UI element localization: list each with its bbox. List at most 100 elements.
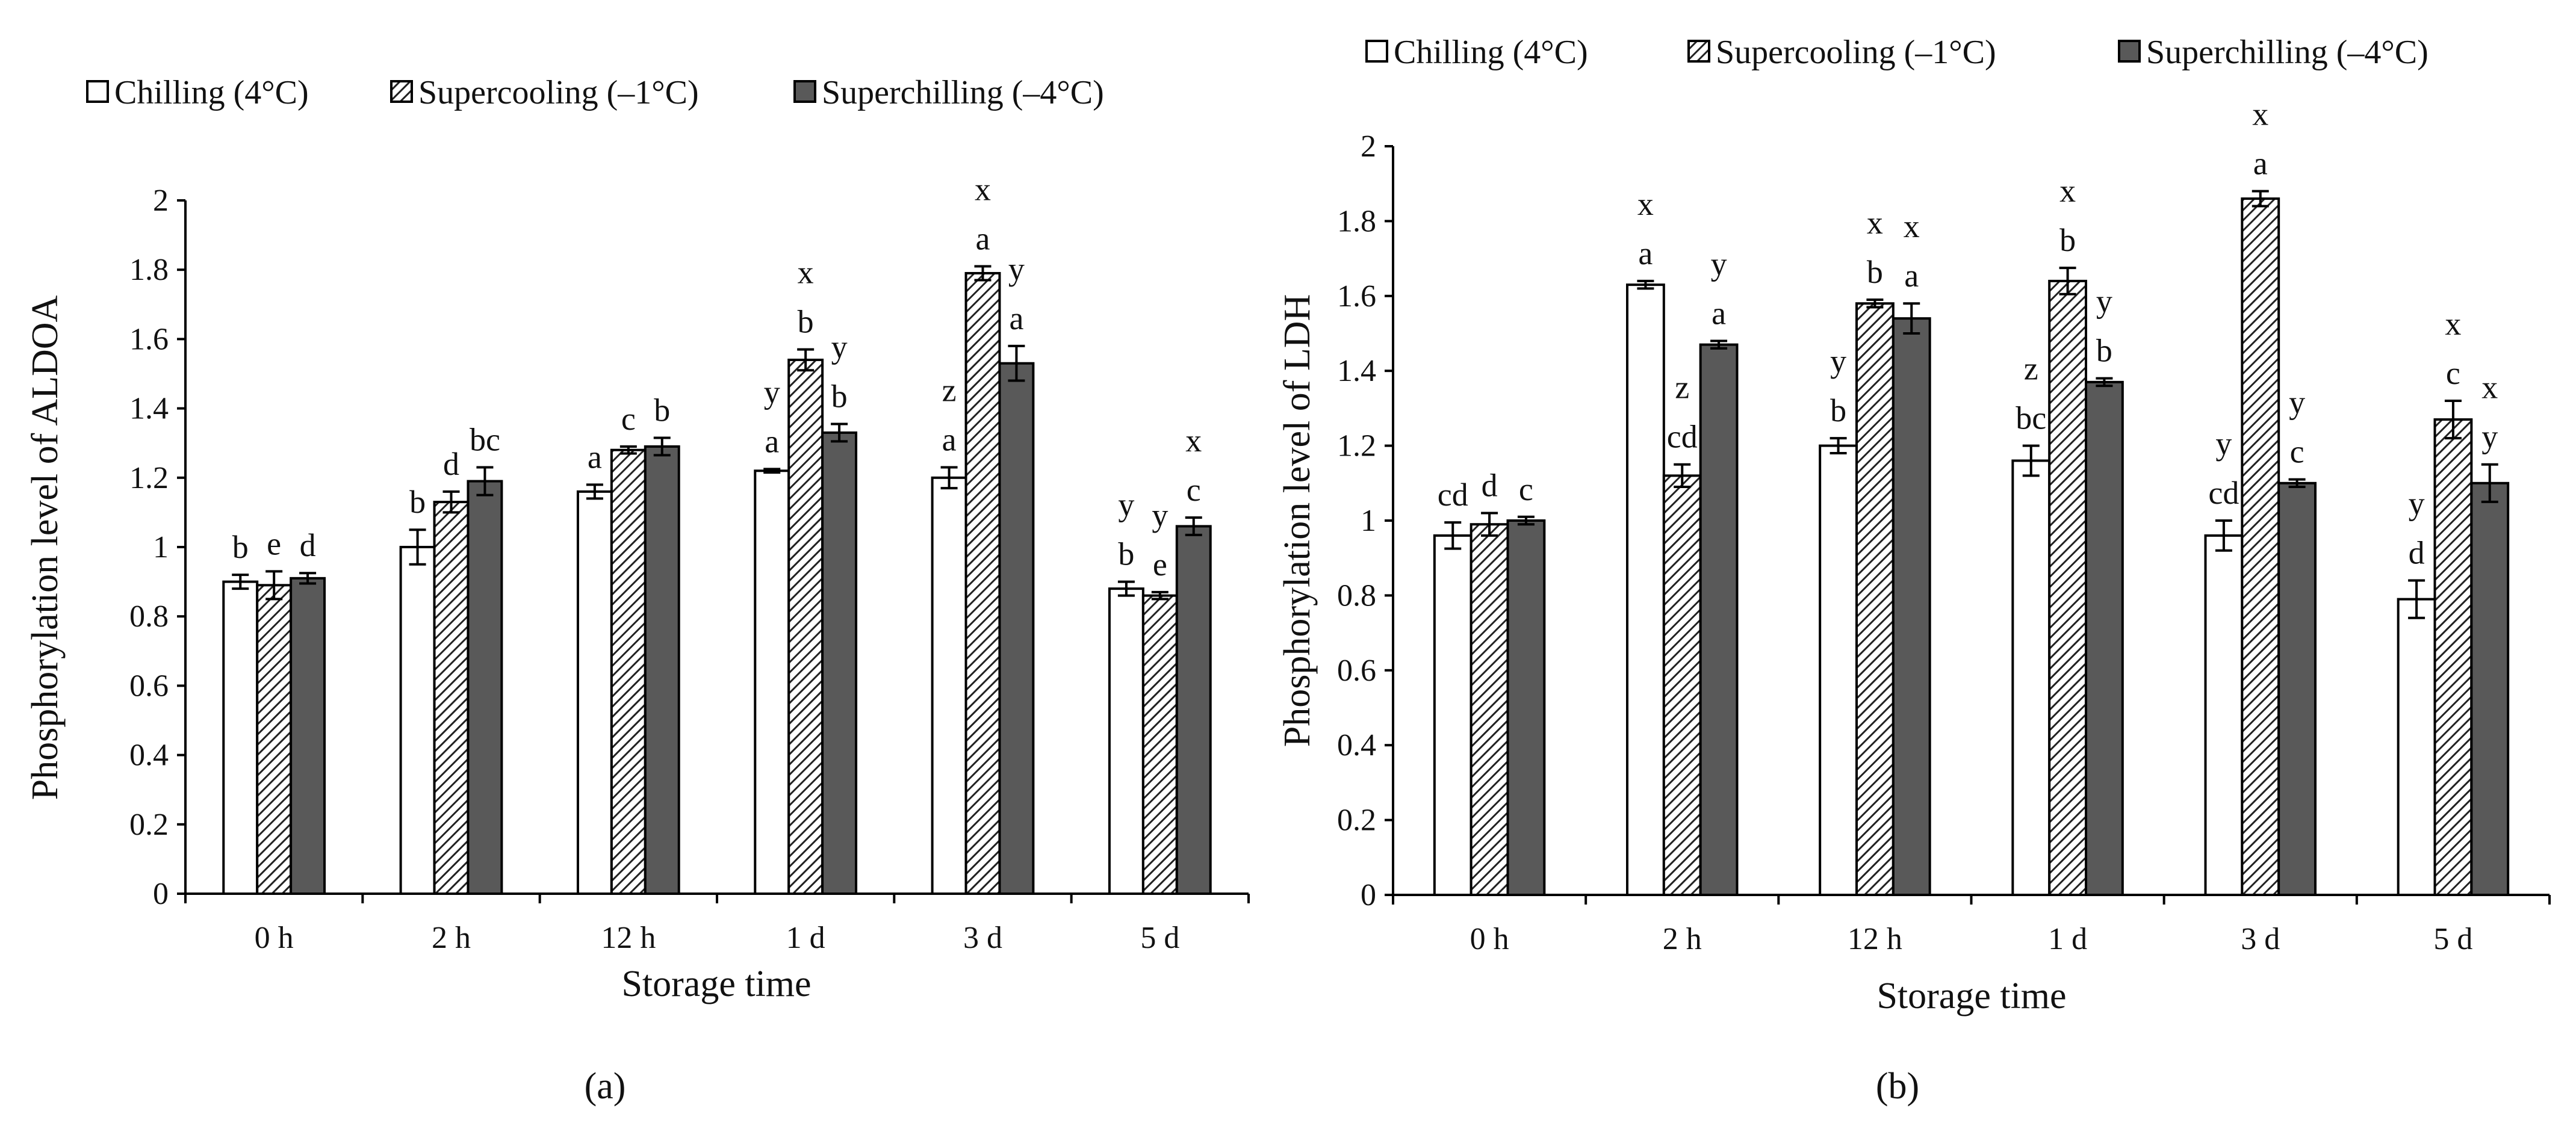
significance-label: b <box>1830 392 1846 428</box>
bar-superchilling <box>1506 519 1546 896</box>
bar-chilling <box>1626 283 1665 896</box>
significance-label: d <box>2409 535 2425 571</box>
significance-label: c <box>1519 471 1533 507</box>
significance-label: z <box>2024 351 2038 387</box>
bar-supercooling <box>433 501 470 895</box>
bar-supercooling <box>1470 523 1509 896</box>
bar-superchilling <box>821 431 858 895</box>
y-tick-label: 1.2 <box>129 461 169 495</box>
significance-label: a <box>1009 300 1023 336</box>
significance-label: y <box>2215 425 2232 462</box>
y-tick-label: 1.8 <box>1337 204 1376 238</box>
significance-label: a <box>765 423 779 459</box>
bar-supercooling <box>1141 594 1178 895</box>
significance-label: cd <box>1667 419 1698 455</box>
y-tick-label: 1 <box>153 530 169 565</box>
significance-label: b <box>1118 536 1134 572</box>
bar-superchilling <box>1175 525 1212 895</box>
x-tick-label: 1 d <box>2048 922 2087 956</box>
bar-supercooling <box>256 584 293 895</box>
bar-chilling <box>1433 534 1473 896</box>
y-tick-label: 0 <box>153 877 169 911</box>
y-tick-label: 0.4 <box>129 738 169 773</box>
significance-label: y <box>2409 486 2425 522</box>
legend-b: Chilling (4°C) Supercooling (–1°C) Super… <box>1365 34 2429 71</box>
x-tick-label: 5 d <box>2433 922 2472 956</box>
bar-superchilling <box>998 362 1035 895</box>
significance-label: b <box>2059 222 2076 258</box>
bar-superchilling <box>644 445 680 895</box>
y-tick-label: 2 <box>1361 129 1376 164</box>
significance-label: a <box>1712 295 1726 331</box>
x-tick-label: 2 h <box>1663 922 1702 956</box>
significance-label: y <box>2289 385 2305 421</box>
significance-label: x <box>2445 306 2461 342</box>
significance-label: y <box>764 374 780 410</box>
bar-chilling <box>222 580 259 895</box>
significance-label: d <box>1482 468 1498 504</box>
legend-swatch-chilling <box>1365 40 1388 63</box>
significance-label: a <box>976 220 990 256</box>
significance-label: y <box>1711 246 1727 282</box>
legend-a: Chilling (4°C) Supercooling (–1°C) Super… <box>86 74 1104 111</box>
bar-supercooling <box>610 448 647 895</box>
bar-chilling <box>931 476 967 895</box>
x-axis-title-a: Storage time <box>621 964 811 1004</box>
bar-superchilling <box>467 480 503 895</box>
significance-label: b <box>1867 254 1883 290</box>
significance-label: y <box>2096 283 2112 320</box>
significance-label: c <box>2446 355 2460 391</box>
legend-label-supercooling: Supercooling (–1°C) <box>418 74 699 111</box>
significance-label: a <box>1638 235 1653 271</box>
y-tick-label: 0 <box>1361 878 1376 912</box>
significance-label: x <box>975 171 991 207</box>
y-axis-title-b: Phosphorylation level of LDH <box>1277 294 1318 747</box>
significance-label: cd <box>1438 477 1468 513</box>
y-axis-title-a: Phosphorylation level of ALDOA <box>25 295 66 800</box>
bar-chilling <box>2204 534 2244 896</box>
significance-label: b <box>798 304 814 340</box>
significance-label: z <box>1675 370 1689 406</box>
x-tick-label: 3 d <box>2241 922 2280 956</box>
significance-label: a <box>942 422 957 458</box>
y-tick-label: 1.6 <box>1337 279 1376 314</box>
y-tick-label: 1.6 <box>129 322 169 356</box>
significance-label: b <box>409 484 426 520</box>
significance-label: bc <box>470 422 500 458</box>
significance-label: b <box>831 379 848 415</box>
significance-label: x <box>2059 173 2076 209</box>
significance-label: b <box>232 529 249 565</box>
chart-b: 00.20.40.60.811.21.41.61.820 hcd d c2 hxaz… <box>1337 96 2551 956</box>
bar-supercooling <box>787 358 824 895</box>
y-tick-label: 1.4 <box>1337 354 1376 388</box>
legend-swatch-supercooling <box>1687 40 1710 63</box>
legend-swatch-superchilling <box>793 80 816 103</box>
bar-supercooling <box>964 271 1001 896</box>
x-tick-label: 12 h <box>601 921 656 955</box>
legend-label-supercooling: Supercooling (–1°C) <box>1716 34 1996 71</box>
legend-label-chilling: Chilling (4°C) <box>1394 34 1588 71</box>
significance-label: y <box>831 329 848 365</box>
bar-chilling <box>754 469 790 895</box>
legend-label-superchilling: Superchilling (–4°C) <box>2146 34 2429 71</box>
legend-swatch-superchilling <box>2118 40 2141 63</box>
significance-label: y <box>1152 497 1168 533</box>
significance-label: y <box>1008 251 1025 287</box>
bar-supercooling <box>2433 418 2473 896</box>
caption-b: (b) <box>1876 1066 1919 1107</box>
significance-label: bc <box>2016 400 2046 436</box>
bar-chilling <box>1819 444 1858 896</box>
bar-supercooling <box>1662 474 1702 896</box>
significance-label: c <box>621 401 636 437</box>
significance-label: x <box>2481 370 2498 406</box>
bar-superchilling <box>2277 481 2317 896</box>
significance-label: e <box>267 525 281 562</box>
bar-chilling <box>576 490 613 895</box>
bar-supercooling <box>1855 302 1895 896</box>
significance-label: y <box>1830 343 1846 379</box>
significance-label: x <box>1867 205 1883 241</box>
y-tick-label: 1.4 <box>129 392 169 426</box>
significance-label: x <box>798 255 814 291</box>
x-axis-title-b: Storage time <box>1876 976 2066 1016</box>
y-tick-label: 0.2 <box>129 808 169 842</box>
